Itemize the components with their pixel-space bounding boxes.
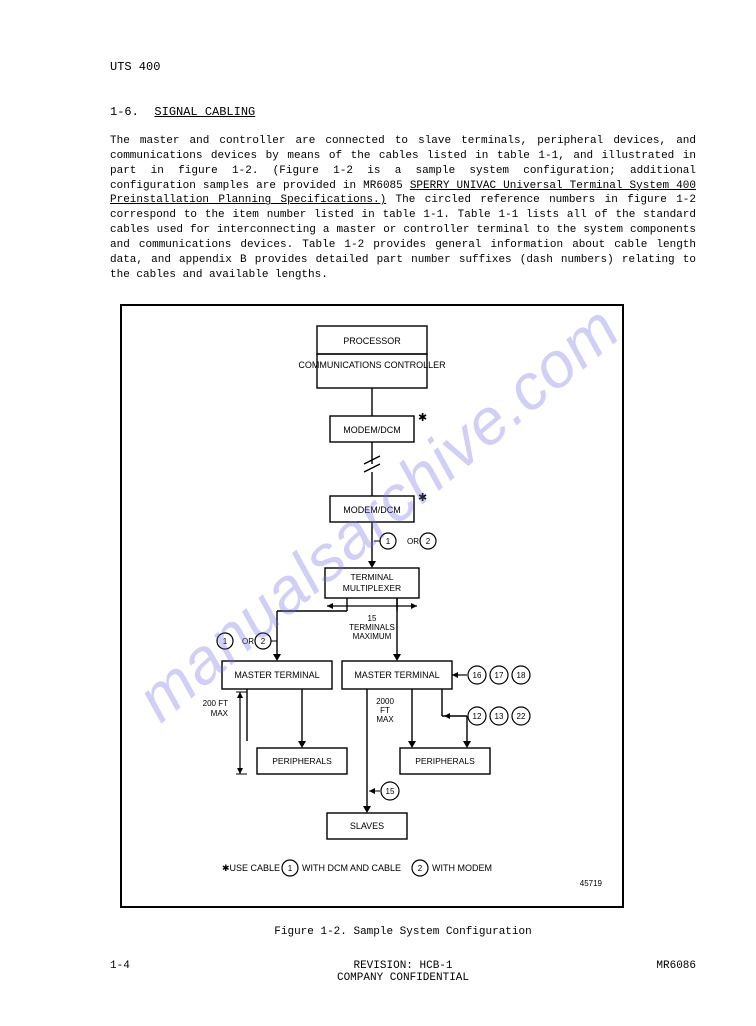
box-master-r: MASTER TERMINAL [354, 670, 439, 680]
footer-docnum: MR6086 [656, 960, 696, 972]
box-master-l: MASTER TERMINAL [234, 670, 319, 680]
diagram-svg: PROCESSOR COMMUNICATIONS CONTROLLER MODE… [122, 306, 622, 906]
label-200ft-l1: 200 FT [203, 699, 228, 708]
circ-2a: 2 [426, 537, 431, 546]
box-termmux-l2: MULTIPLEXER [343, 583, 401, 593]
circ-22: 22 [517, 712, 526, 721]
figure-diagram: PROCESSOR COMMUNICATIONS CONTROLLER MODE… [120, 304, 624, 908]
box-slaves: SLAVES [350, 821, 384, 831]
footer-page-num: 1-4 [110, 960, 130, 972]
section-heading: 1-6. SIGNAL CABLING [110, 102, 696, 120]
circ-18: 18 [517, 671, 526, 680]
footnote-a: ✱USE CABLE [222, 863, 280, 873]
circ-1b: 1 [223, 637, 228, 646]
box-comm-ctrl-l1: COMMUNICATIONS CONTROLLER [298, 360, 446, 370]
box-modem1: MODEM/DCM [343, 425, 401, 435]
circ-13: 13 [495, 712, 504, 721]
circ-17: 17 [495, 671, 504, 680]
footnote-b: WITH DCM AND CABLE [302, 863, 401, 873]
footer-confidential: COMPANY CONFIDENTIAL [337, 972, 469, 984]
or-label-b: OR [242, 637, 254, 646]
label-200ft-l2: MAX [211, 709, 229, 718]
footnote-c: WITH MODEM [432, 863, 492, 873]
figure-id: 45719 [580, 879, 603, 888]
box-periph-l: PERIPHERALS [272, 756, 332, 766]
page-footer: 1-4 REVISION: HCB-1 COMPANY CONFIDENTIAL… [110, 960, 696, 984]
or-label-a: OR [407, 537, 419, 546]
box-modem2: MODEM/DCM [343, 505, 401, 515]
box-periph-r: PERIPHERALS [415, 756, 475, 766]
section-title: SIGNAL CABLING [154, 105, 255, 119]
label-15term-l2: TERMINALS [349, 623, 395, 632]
body-text-b: The circled reference numbers in figure … [110, 194, 696, 280]
figure-caption: Figure 1-2. Sample System Configuration [110, 926, 696, 938]
header-model: UTS 400 [110, 60, 696, 74]
label-2000ft-l2: FT [380, 706, 390, 715]
modem2-star: ✱ [418, 492, 427, 504]
box-termmux-l1: TERMINAL [351, 572, 394, 582]
footnote-c2: 2 [418, 864, 423, 873]
footer-revision: REVISION: HCB-1 [353, 960, 452, 972]
circ-16: 16 [473, 671, 482, 680]
circ-15: 15 [386, 787, 395, 796]
circ-12: 12 [473, 712, 482, 721]
label-2000ft-l3: MAX [376, 715, 394, 724]
modem1-star: ✱ [418, 412, 427, 424]
label-2000ft-l1: 2000 [376, 697, 394, 706]
document-page: UTS 400 1-6. SIGNAL CABLING The master a… [0, 0, 756, 1026]
label-15term-l3: MAXIMUM [353, 632, 392, 641]
circ-1a: 1 [386, 537, 391, 546]
box-processor: PROCESSOR [343, 336, 401, 346]
label-15term-l1: 15 [368, 614, 377, 623]
footnote-c1: 1 [288, 864, 293, 873]
section-number: 1-6. [110, 105, 139, 119]
circ-2b: 2 [261, 637, 266, 646]
body-paragraph: The master and controller are connected … [110, 134, 696, 282]
